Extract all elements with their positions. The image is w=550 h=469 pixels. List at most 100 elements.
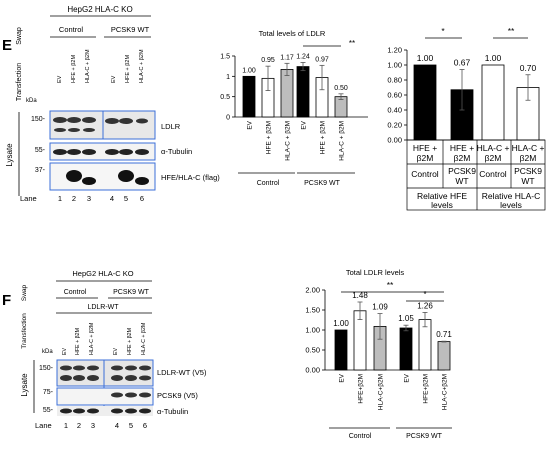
panel-f-lane-label-6: HLA-C + β2M: [141, 323, 147, 355]
panel-f-pcsk9-bands: [111, 392, 151, 398]
panel-f-blot-label-pcsk9: PCSK9 (V5): [157, 391, 198, 400]
chart1-group-label: Control: [257, 180, 280, 187]
chart3-ytick-label: 0.00: [305, 366, 320, 375]
panel-e-header: HepG2 HLA-C KO: [67, 5, 132, 14]
chart2-category-label: HLA-C +: [477, 143, 510, 153]
chart1-bar: [242, 75, 256, 118]
panel-e-mw-150: 150-: [31, 116, 46, 123]
chart3-category-label: EV: [404, 373, 411, 382]
chart3-bar: [437, 341, 451, 371]
panel-e-lane-number-1: 1: [58, 194, 62, 203]
panel-e-flag-bands: [66, 170, 149, 185]
chart2-group-label: Relative HFE: [417, 191, 467, 201]
panel-f-lane-label-4: EV: [113, 347, 119, 355]
panel-e-lane-label-3: HLA-C + β2M: [85, 49, 91, 83]
chart2-condition-label: WT: [455, 176, 468, 186]
panel-e-letter: E: [2, 37, 12, 54]
chart3-category-label: HLA-C+β2M: [378, 374, 385, 410]
chart3-value-label: 1.00: [333, 319, 349, 328]
panel-f-blot-label-ldlr: LDLR-WT (V5): [157, 368, 207, 377]
panel-e-blot-label-ldlr: LDLR: [161, 122, 181, 131]
chart3-bar: [334, 329, 348, 371]
panel-f-ldlr-bands: [60, 365, 151, 381]
chart3-ytick-label: 1.50: [305, 306, 320, 315]
panel-f-mw-55: 55-: [43, 407, 54, 414]
panel-f-lane-label-3: HLA-C + β2M: [89, 323, 95, 355]
panel-e-lane-number-5: 5: [124, 194, 128, 203]
chart2-category-label: β2M: [485, 153, 502, 163]
chart2-value-label: 1.00: [485, 53, 502, 63]
panel-e-mw-37: 37-: [35, 167, 46, 174]
chart2-ytick-label: 1.00: [387, 61, 402, 70]
panel-f-swap-label: Swap: [21, 284, 28, 301]
chart3-value-label: 1.05: [398, 314, 414, 323]
chart1-title: Total levels of LDLR: [259, 29, 326, 38]
chart2-condition-label: PCSK9: [514, 166, 542, 176]
chart1-value-label: 0.50: [334, 85, 348, 92]
chart1-ytick-label: 0: [226, 115, 230, 122]
chart3-value-label: 0.71: [436, 330, 452, 339]
chart-relative-hfe-hlac: 0.00 0.20 0.40 0.60 0.80 1.00 1.20 1.00 0.67 1.00…: [387, 26, 546, 211]
panel-f-tubulin-bands: [60, 408, 151, 414]
chart2-value-label: 0.70: [520, 63, 537, 73]
panel-f-lane-label-1: EV: [62, 347, 68, 355]
chart3-significance-label: **: [387, 280, 394, 290]
chart3-value-label: 1.26: [417, 301, 433, 310]
panel-e-transfection-label: Transfection: [16, 63, 23, 101]
chart2-group-label: levels: [500, 200, 522, 210]
chart2-category-label: HFE +: [413, 143, 437, 153]
chart1-category-label: HFE + β2M: [266, 121, 273, 154]
panel-f-transfection-label: Transfection: [21, 313, 28, 349]
chart1-group-label: PCSK9 WT: [304, 180, 341, 187]
chart3-ytick-label: 2.00: [305, 286, 320, 295]
panel-e-lane-label-1: EV: [57, 75, 63, 83]
chart1-bar: [280, 69, 294, 118]
panel-e-lane-number-3: 3: [87, 194, 91, 203]
chart3-category-label: HLA-C+β2M: [442, 374, 449, 410]
chart-total-ldlr-levels: Total LDLR levels 0.00 0.50 1.00 1.50 2.00 1.0…: [305, 268, 452, 440]
panel-f-blot-label-tubulin: α-Tubulin: [157, 407, 188, 416]
panel-f-blot: F HepG2 HLA-C KO Swap Transfection Contr…: [2, 269, 207, 430]
panel-f-lane-number-2: 2: [77, 421, 81, 430]
chart1-category-label: HFE + β2M: [320, 121, 327, 154]
chart1-ytick-label: 1: [226, 74, 230, 81]
chart2-value-label: 1.00: [417, 53, 434, 63]
panel-e-group-pcsk9: PCSK9 WT: [111, 25, 150, 34]
panel-f-lane-label-2: HFE + β2M: [75, 328, 81, 355]
chart2-category-label: β2M: [520, 153, 537, 163]
chart3-ytick-label: 1.00: [305, 326, 320, 335]
chart2-condition-label: Control: [479, 169, 507, 179]
chart2-category-label: HFE +: [450, 143, 474, 153]
panel-f-letter: F: [2, 292, 11, 309]
chart3-bar: [399, 327, 413, 371]
panel-f-group-pcsk9: PCSK9 WT: [113, 289, 150, 296]
panel-e-lane-number-6: 6: [140, 194, 144, 203]
panel-f-lane-number-3: 3: [91, 421, 95, 430]
chart-total-levels-ldlr: Total levels of LDLR 0 0.5 1 1.5 1.00 0.95 1.17…: [220, 29, 368, 187]
chart1-bar: [296, 66, 310, 118]
chart3-significance-label: *: [423, 289, 427, 299]
chart1-significance-label: **: [349, 39, 355, 48]
panel-f-header: HepG2 HLA-C KO: [72, 269, 133, 278]
panel-e-lane-number-4: 4: [110, 194, 114, 203]
chart1-category-label: HLA-C + β2M: [285, 121, 292, 161]
chart2-ytick-label: 0.00: [387, 136, 402, 145]
chart1-ytick-label: 1.5: [220, 54, 230, 61]
panel-e-lane-label-6: HLA-C + β2M: [139, 49, 145, 83]
chart2-ytick-label: 0.80: [387, 76, 402, 85]
panel-e-lane-label-5: HFE + β2M: [125, 55, 131, 83]
panel-f-mw-150: 150-: [39, 365, 54, 372]
panel-e-ldlr-bands: [53, 117, 148, 132]
chart1-category-label: EV: [247, 120, 254, 129]
chart3-category-label: HFE+β2M: [358, 374, 365, 404]
chart2-condition-label: PCSK9: [448, 166, 476, 176]
chart3-title: Total LDLR levels: [346, 268, 405, 277]
chart3-category-label: HFE+β2M: [423, 374, 430, 404]
chart1-ytick-label: 0.5: [220, 94, 230, 101]
chart2-category-label: HLA-C +: [512, 143, 545, 153]
chart2-ytick-label: 0.20: [387, 121, 402, 130]
chart1-value-label: 1.24: [296, 54, 310, 61]
chart2-ytick-label: 0.40: [387, 106, 402, 115]
